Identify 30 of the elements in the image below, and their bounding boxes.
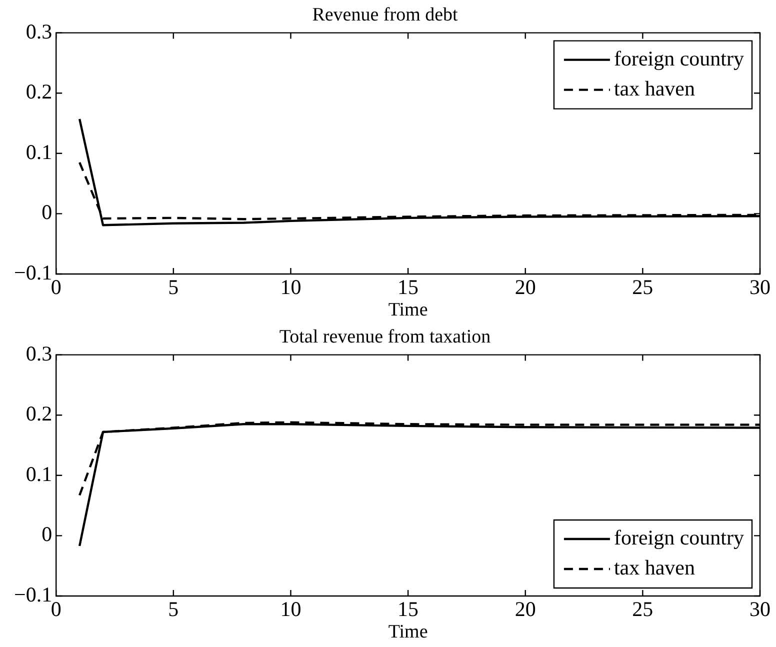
x-tick-label: 20 — [514, 275, 536, 300]
x-tick-label: 25 — [632, 275, 654, 300]
x-tick-label: 15 — [398, 275, 419, 300]
chart-title: Total revenue from taxation — [279, 326, 492, 348]
legend-label: foreign country — [614, 526, 744, 550]
x-tick-label: 5 — [168, 597, 179, 622]
x-tick-label: 25 — [632, 597, 654, 622]
x-tick-label: 10 — [280, 275, 302, 300]
y-tick-label: 0.3 — [26, 341, 52, 366]
legend-label: foreign country — [614, 46, 744, 70]
y-tick-label: 0.3 — [26, 19, 52, 44]
x-tick-label: 30 — [750, 275, 770, 300]
y-tick-label: 0 — [42, 522, 52, 546]
x-tick-label: 5 — [168, 275, 179, 300]
x-tick-label: 15 — [398, 597, 419, 622]
x-axis-title: Time — [388, 622, 428, 643]
y-tick-label: 0.2 — [26, 402, 52, 426]
y-tick-label: 0.1 — [26, 462, 52, 486]
x-axis-title: Time — [388, 300, 428, 321]
chart-title: Revenue from debt — [312, 4, 459, 26]
y-tick-label: 0.2 — [26, 80, 52, 104]
x-tick-label: 20 — [514, 597, 536, 622]
x-tick-label: 30 — [750, 597, 770, 622]
legend-label: tax haven — [614, 556, 696, 580]
y-tick-label: −0.1 — [14, 582, 52, 607]
x-tick-label: 10 — [280, 597, 302, 622]
y-tick-label: −0.1 — [14, 260, 52, 285]
legend-label: tax haven — [614, 76, 696, 100]
y-tick-label: 0 — [42, 200, 52, 224]
y-tick-label: 0.1 — [26, 140, 52, 164]
